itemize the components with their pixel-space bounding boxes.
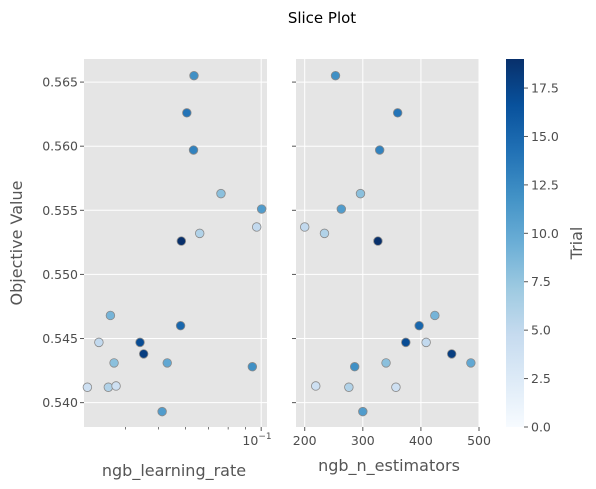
x-axis-label-n-estimators: ngb_n_estimators	[318, 456, 460, 476]
x-tick-label: 400	[409, 433, 433, 448]
scatter-point	[421, 337, 431, 348]
colorbar-tick-label: 5.0	[531, 323, 551, 338]
colorbar: 0.0 2.5 5.0 7.5 10.0 12.5 15.0 17.5 Trial	[506, 59, 586, 435]
scatter-point	[256, 204, 267, 214]
x-tick-label: 200	[293, 433, 317, 448]
chart-title: Slice Plot	[288, 9, 356, 27]
colorbar-tick-label: 10.0	[531, 226, 559, 241]
plot-area-n-estimators	[296, 59, 479, 427]
colorbar-tick-label: 2.5	[531, 371, 551, 386]
scatter-point	[330, 70, 341, 81]
scatter-point	[135, 337, 145, 348]
scatter-point	[373, 236, 383, 246]
y-tick-label: 0.560	[42, 139, 78, 154]
scatter-point	[251, 222, 262, 232]
scatter-point	[401, 337, 411, 348]
plot-area-learning-rate	[84, 59, 267, 427]
panel-learning-rate: 0.540 0.545 0.550 0.555 0.560 0.565 10−1 ngb_…	[7, 59, 272, 481]
x-tick-label-0.1: 10−1	[242, 432, 271, 448]
scatter-point	[374, 145, 385, 155]
scatter-point	[189, 70, 199, 81]
scatter-point	[182, 108, 192, 118]
scatter-point	[430, 310, 440, 321]
scatter-point	[381, 358, 391, 368]
colorbar-tick-label: 0.0	[531, 420, 551, 435]
scatter-point	[247, 362, 258, 372]
y-tick-label: 0.555	[42, 203, 78, 218]
scatter-point	[446, 349, 457, 359]
scatter-point	[176, 236, 187, 246]
scatter-point	[319, 228, 330, 239]
points-n-estimators	[300, 70, 476, 417]
scatter-point	[466, 358, 476, 368]
gridlines-learning-rate	[84, 59, 267, 427]
scatter-point	[216, 188, 226, 199]
y-axis-label: Objective Value	[7, 181, 26, 306]
scatter-point	[111, 381, 121, 391]
scatter-point	[94, 337, 104, 348]
y-tick-label: 0.540	[42, 395, 78, 410]
scatter-point	[188, 145, 199, 155]
scatter-point	[358, 406, 368, 417]
scatter-point	[195, 228, 205, 239]
colorbar-ticks: 0.0 2.5 5.0 7.5 10.0 12.5 15.0 17.5	[524, 81, 559, 435]
y-tick-label: 0.545	[42, 331, 78, 346]
scatter-point	[82, 382, 93, 392]
x-axis-label-learning-rate: ngb_learning_rate	[102, 461, 246, 481]
colorbar-gradient	[506, 59, 524, 427]
x-tick-label: 500	[467, 433, 491, 448]
y-ticks: 0.540 0.545 0.550 0.555 0.560 0.565	[42, 75, 84, 410]
scatter-point	[414, 321, 424, 331]
gridlines-n-estimators	[296, 59, 480, 427]
scatter-point	[336, 204, 347, 214]
points-learning-rate	[82, 70, 267, 417]
scatter-point	[300, 222, 310, 232]
x-tick-label: 300	[351, 433, 375, 448]
colorbar-tick-label: 15.0	[531, 129, 559, 144]
scatter-point	[355, 188, 366, 199]
colorbar-tick-label: 12.5	[531, 177, 559, 192]
scatter-point	[392, 108, 403, 118]
scatter-point	[103, 382, 114, 392]
scatter-point	[105, 310, 116, 321]
y-tick-label: 0.565	[42, 75, 78, 90]
scatter-point	[175, 321, 186, 331]
scatter-point	[162, 358, 172, 368]
scatter-point	[109, 358, 119, 368]
y-ticks-shared	[292, 81, 296, 404]
colorbar-tick-label: 17.5	[531, 81, 559, 96]
y-tick-label: 0.550	[42, 267, 78, 282]
scatter-point	[344, 382, 354, 392]
scatter-point	[157, 406, 167, 417]
scatter-point	[138, 349, 149, 359]
scatter-point	[349, 362, 360, 372]
x-ticks-n-estimators: 200 300 400 500	[293, 427, 491, 448]
colorbar-label: Trial	[567, 227, 586, 261]
panel-n-estimators: 200 300 400 500 ngb_n_estimators	[292, 59, 491, 476]
scatter-point	[311, 381, 321, 391]
x-ticks-learning-rate: 10−1	[125, 427, 272, 448]
colorbar-tick-label: 7.5	[531, 274, 551, 289]
scatter-point	[391, 382, 401, 392]
